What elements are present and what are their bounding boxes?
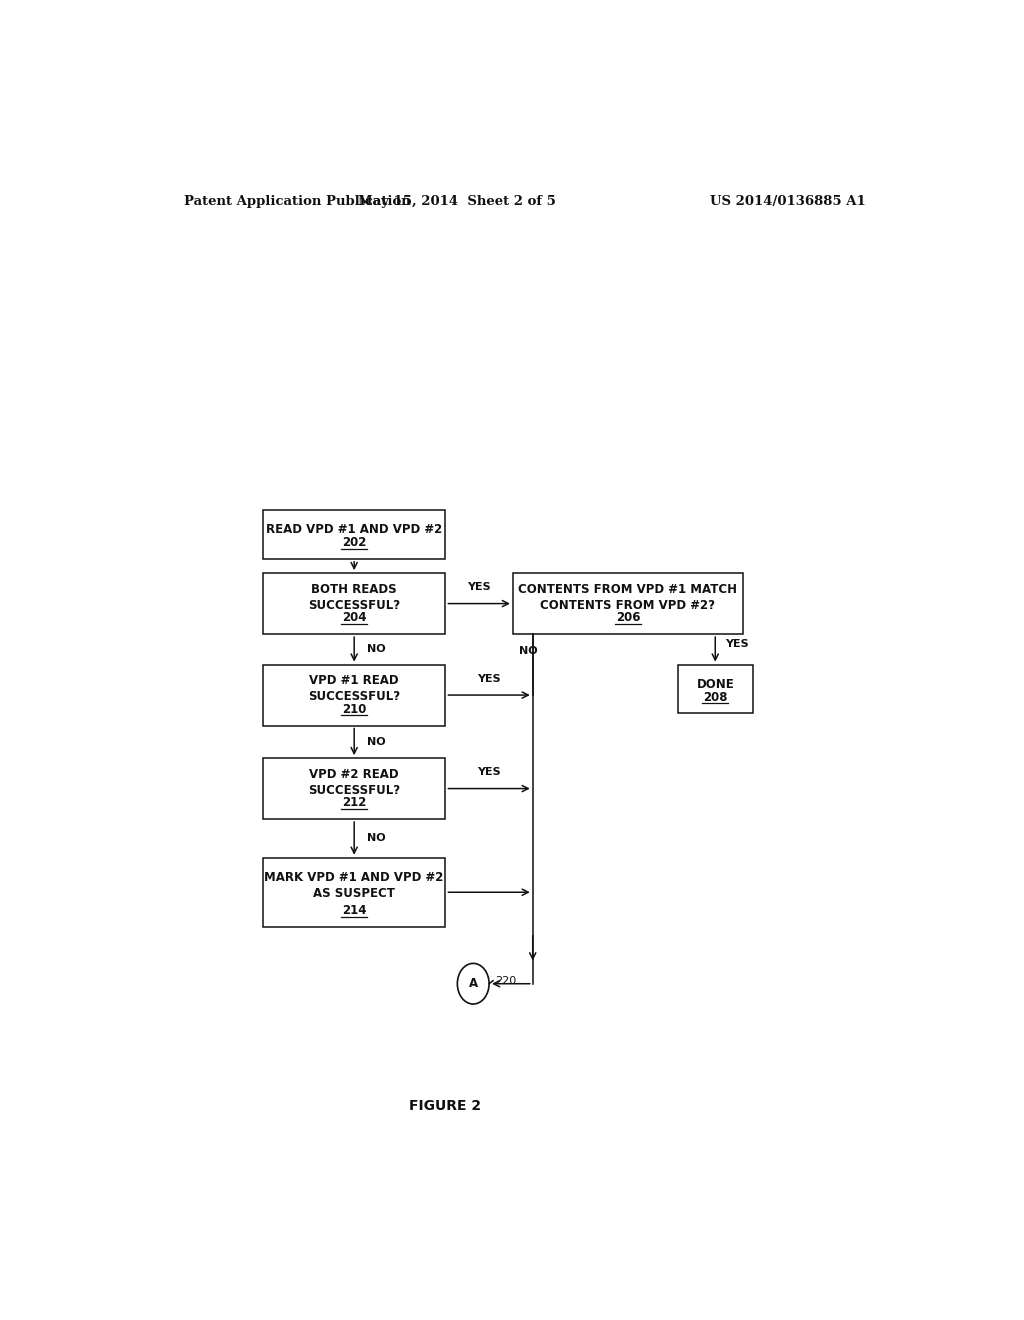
FancyBboxPatch shape xyxy=(263,510,445,558)
Text: YES: YES xyxy=(477,675,501,684)
Text: A: A xyxy=(469,977,478,990)
Text: DONE: DONE xyxy=(696,677,734,690)
Text: READ VPD #1 AND VPD #2: READ VPD #1 AND VPD #2 xyxy=(266,523,442,536)
Text: BOTH READS
SUCCESSFUL?: BOTH READS SUCCESSFUL? xyxy=(308,583,400,612)
Text: US 2014/0136885 A1: US 2014/0136885 A1 xyxy=(711,194,866,207)
Text: 214: 214 xyxy=(342,904,367,917)
Text: FIGURE 2: FIGURE 2 xyxy=(410,1098,481,1113)
Text: 204: 204 xyxy=(342,611,367,624)
FancyBboxPatch shape xyxy=(263,858,445,927)
Text: 206: 206 xyxy=(615,611,640,624)
Text: NO: NO xyxy=(367,737,385,747)
Text: 210: 210 xyxy=(342,702,367,715)
Text: NO: NO xyxy=(367,833,385,843)
FancyBboxPatch shape xyxy=(513,573,743,634)
Text: 212: 212 xyxy=(342,796,367,809)
Text: 202: 202 xyxy=(342,536,367,549)
Text: VPD #1 READ
SUCCESSFUL?: VPD #1 READ SUCCESSFUL? xyxy=(308,675,400,704)
Text: YES: YES xyxy=(725,639,749,649)
Text: MARK VPD #1 AND VPD #2
AS SUSPECT: MARK VPD #1 AND VPD #2 AS SUSPECT xyxy=(264,871,443,900)
FancyBboxPatch shape xyxy=(263,758,445,818)
Text: NO: NO xyxy=(367,644,385,655)
Text: CONTENTS FROM VPD #1 MATCH
CONTENTS FROM VPD #2?: CONTENTS FROM VPD #1 MATCH CONTENTS FROM… xyxy=(518,583,737,612)
Text: Patent Application Publication: Patent Application Publication xyxy=(183,194,411,207)
Text: May 15, 2014  Sheet 2 of 5: May 15, 2014 Sheet 2 of 5 xyxy=(358,194,556,207)
Text: NO: NO xyxy=(519,647,538,656)
Text: 208: 208 xyxy=(703,690,727,704)
Text: 220: 220 xyxy=(495,975,516,986)
Text: YES: YES xyxy=(467,582,490,593)
FancyBboxPatch shape xyxy=(263,573,445,634)
FancyBboxPatch shape xyxy=(678,664,753,713)
Text: YES: YES xyxy=(477,767,501,777)
Text: VPD #2 READ
SUCCESSFUL?: VPD #2 READ SUCCESSFUL? xyxy=(308,768,400,797)
FancyBboxPatch shape xyxy=(263,664,445,726)
